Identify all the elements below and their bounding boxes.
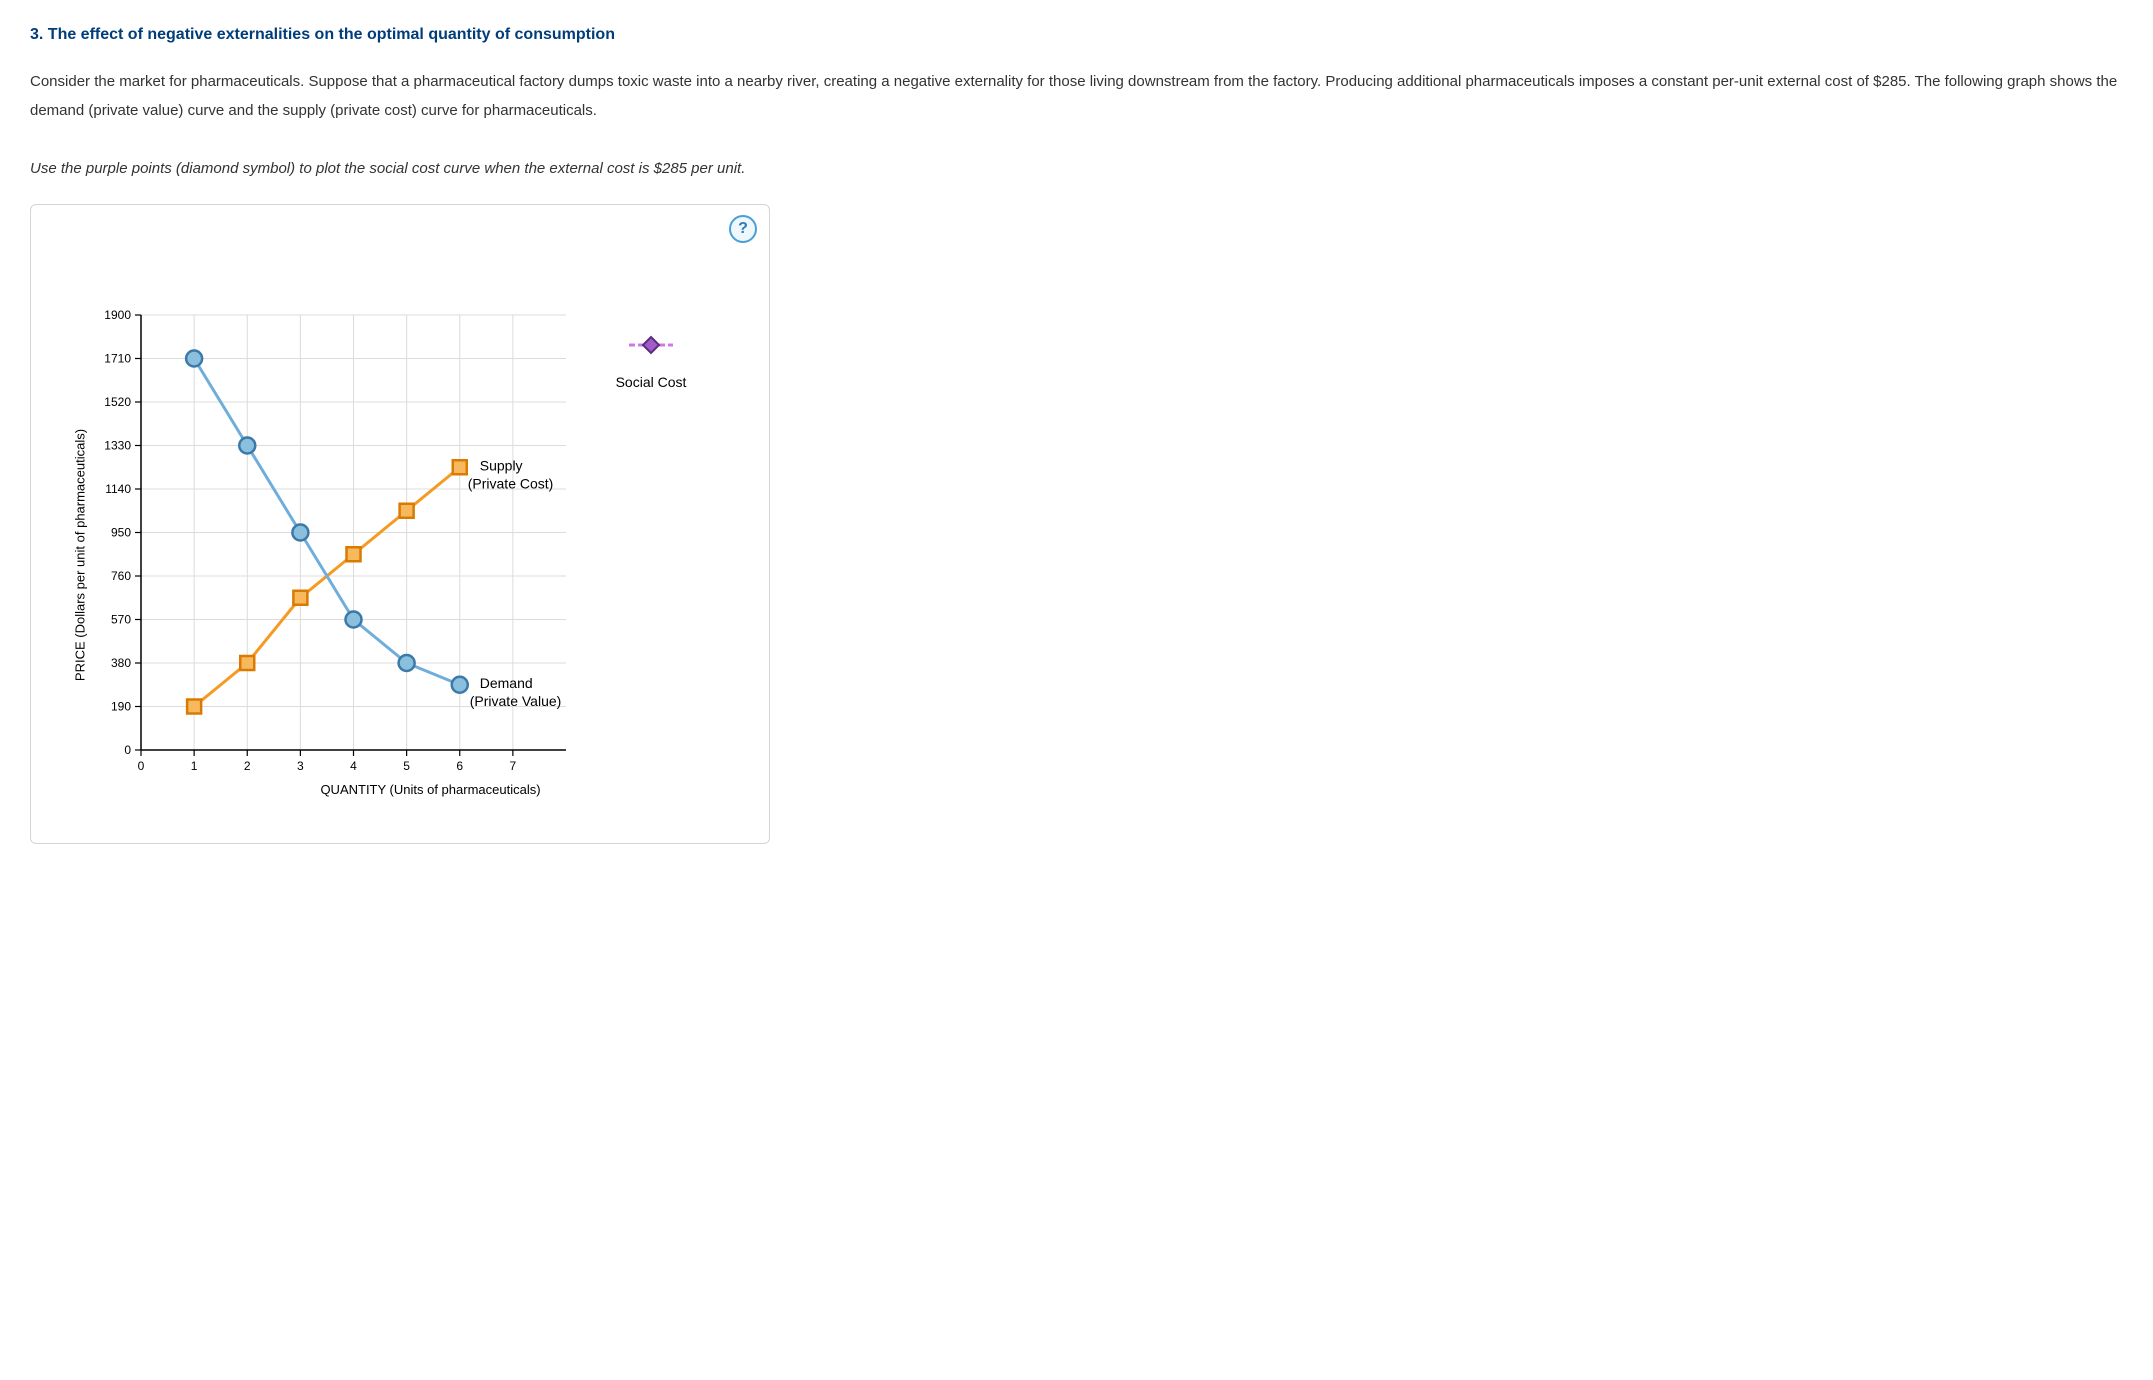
help-button[interactable]: ? (729, 215, 757, 243)
svg-text:760: 760 (111, 569, 131, 583)
svg-text:7: 7 (510, 759, 517, 773)
svg-text:2: 2 (244, 759, 251, 773)
svg-text:(Private Value): (Private Value) (470, 693, 562, 709)
chart-svg[interactable]: 0 1 2 3 4 5 6 7 0 190 380 570 760 950 1140 1330 1520 1710… (86, 305, 736, 805)
question-title: 3. The effect of negative externalities … (30, 20, 2123, 50)
svg-text:3: 3 (297, 759, 304, 773)
svg-text:0: 0 (138, 759, 145, 773)
x-axis-label: QUANTITY (Units of pharmaceuticals) (320, 778, 540, 803)
svg-text:1710: 1710 (104, 351, 131, 365)
svg-text:Social Cost: Social Cost (616, 374, 687, 390)
chart-panel: ? PRICE (Dollars per unit of pharmaceuti… (30, 204, 770, 844)
question-instruction: Use the purple points (diamond symbol) t… (30, 155, 2123, 184)
svg-text:Supply: Supply (480, 457, 523, 473)
svg-text:1140: 1140 (105, 482, 131, 496)
svg-text:190: 190 (111, 699, 131, 713)
svg-text:Demand: Demand (480, 675, 533, 691)
svg-text:6: 6 (456, 759, 463, 773)
y-axis-label: PRICE (Dollars per unit of pharmaceutica… (69, 429, 94, 681)
svg-text:1330: 1330 (104, 438, 131, 452)
svg-text:570: 570 (111, 612, 131, 626)
svg-text:(Private Cost): (Private Cost) (468, 475, 554, 491)
svg-text:5: 5 (403, 759, 410, 773)
svg-text:1520: 1520 (104, 395, 131, 409)
svg-text:0: 0 (124, 743, 131, 757)
svg-text:380: 380 (111, 656, 131, 670)
svg-text:1: 1 (191, 759, 198, 773)
chart-plot[interactable]: PRICE (Dollars per unit of pharmaceutica… (86, 305, 736, 805)
svg-text:1900: 1900 (104, 308, 131, 322)
svg-text:950: 950 (111, 525, 131, 539)
svg-text:4: 4 (350, 759, 357, 773)
question-intro: Consider the market for pharmaceuticals.… (30, 68, 2123, 125)
